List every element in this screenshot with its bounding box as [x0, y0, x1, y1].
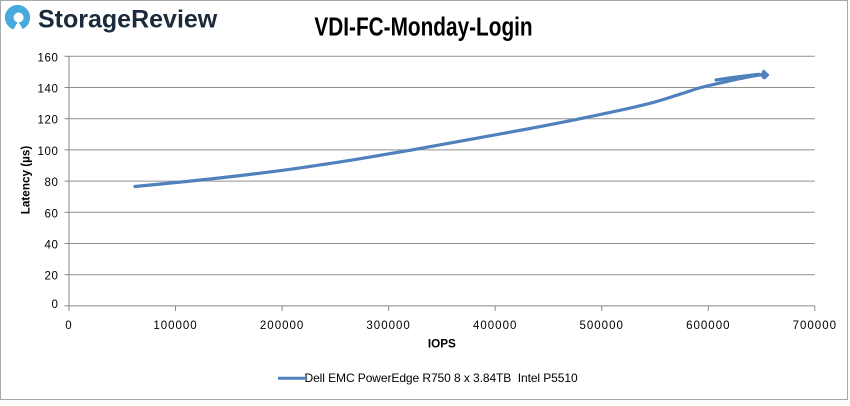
svg-text:Latency (µs): Latency (µs) [19, 146, 32, 215]
svg-text:40: 40 [45, 240, 59, 252]
svg-text:80: 80 [45, 177, 59, 189]
svg-text:20: 20 [45, 271, 59, 283]
svg-text:Dell EMC PowerEdge R750 8 x 3.: Dell EMC PowerEdge R750 8 x 3.84TB Intel… [305, 371, 578, 385]
svg-text:0: 0 [65, 320, 72, 332]
svg-text:120: 120 [38, 115, 59, 127]
svg-text:500000: 500000 [580, 320, 624, 332]
svg-text:100000: 100000 [153, 320, 197, 332]
svg-text:VDI-FC-Monday-Login: VDI-FC-Monday-Login [314, 12, 532, 41]
svg-text:400000: 400000 [473, 320, 517, 332]
svg-text:IOPS: IOPS [428, 338, 456, 351]
svg-text:200000: 200000 [260, 320, 304, 332]
svg-text:StorageReview: StorageReview [38, 6, 218, 34]
svg-text:600000: 600000 [686, 320, 730, 332]
svg-text:300000: 300000 [366, 320, 410, 332]
svg-text:160: 160 [38, 52, 59, 64]
svg-text:60: 60 [45, 208, 59, 220]
svg-text:700000: 700000 [793, 320, 837, 332]
svg-text:140: 140 [38, 84, 59, 96]
svg-text:0: 0 [52, 299, 59, 311]
svg-text:100: 100 [38, 146, 59, 158]
